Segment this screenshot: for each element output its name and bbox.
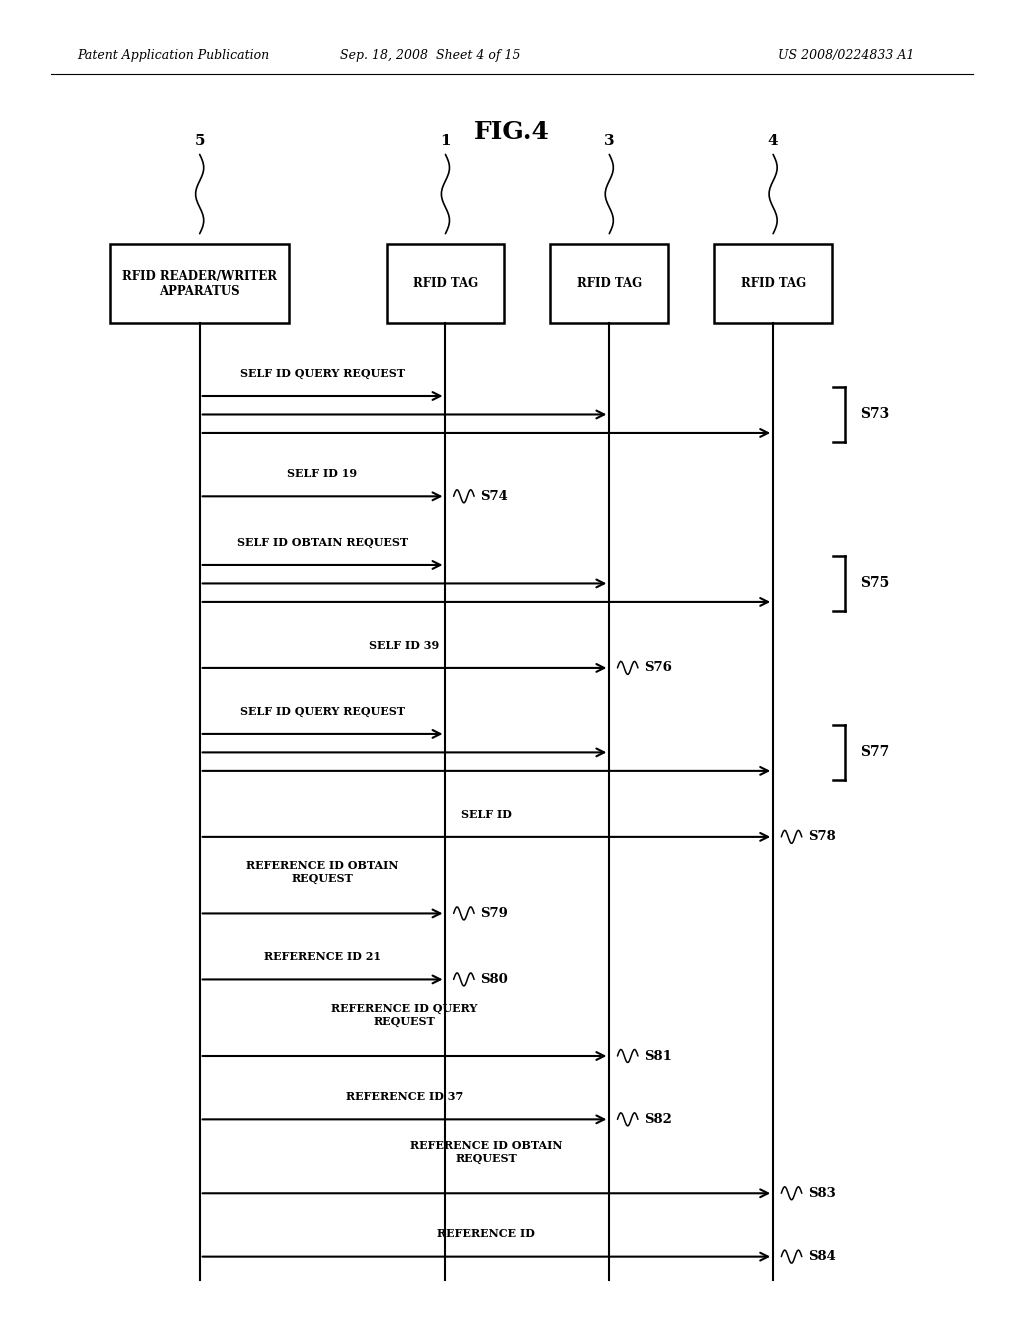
- Text: 4: 4: [768, 133, 778, 148]
- FancyBboxPatch shape: [551, 244, 668, 323]
- Text: RFID TAG: RFID TAG: [577, 277, 642, 290]
- Text: SELF ID 39: SELF ID 39: [370, 640, 439, 651]
- Text: SELF ID QUERY REQUEST: SELF ID QUERY REQUEST: [240, 368, 406, 379]
- Text: S79: S79: [480, 907, 508, 920]
- Text: S73: S73: [860, 408, 890, 421]
- Text: Patent Application Publication: Patent Application Publication: [77, 49, 269, 62]
- Text: SELF ID OBTAIN REQUEST: SELF ID OBTAIN REQUEST: [237, 537, 409, 548]
- Text: 5: 5: [195, 133, 205, 148]
- Text: S82: S82: [644, 1113, 672, 1126]
- Text: REFERENCE ID OBTAIN
REQUEST: REFERENCE ID OBTAIN REQUEST: [411, 1140, 562, 1164]
- Text: S78: S78: [808, 830, 836, 843]
- Text: REFERENCE ID 37: REFERENCE ID 37: [346, 1092, 463, 1102]
- Text: RFID TAG: RFID TAG: [413, 277, 478, 290]
- Text: Sep. 18, 2008  Sheet 4 of 15: Sep. 18, 2008 Sheet 4 of 15: [340, 49, 520, 62]
- Text: S84: S84: [808, 1250, 836, 1263]
- Text: REFERENCE ID 21: REFERENCE ID 21: [264, 952, 381, 962]
- Text: S77: S77: [860, 746, 890, 759]
- Text: S81: S81: [644, 1049, 672, 1063]
- Text: S74: S74: [480, 490, 508, 503]
- Text: SELF ID: SELF ID: [461, 809, 512, 820]
- Text: S80: S80: [480, 973, 508, 986]
- Text: REFERENCE ID QUERY
REQUEST: REFERENCE ID QUERY REQUEST: [332, 1003, 477, 1027]
- Text: S76: S76: [644, 661, 672, 675]
- Text: RFID READER/WRITER
APPARATUS: RFID READER/WRITER APPARATUS: [122, 269, 278, 298]
- Text: SELF ID 19: SELF ID 19: [288, 469, 357, 479]
- Text: 1: 1: [440, 133, 451, 148]
- Text: US 2008/0224833 A1: US 2008/0224833 A1: [778, 49, 914, 62]
- FancyBboxPatch shape: [111, 244, 289, 323]
- Text: 3: 3: [604, 133, 614, 148]
- Text: RFID TAG: RFID TAG: [740, 277, 806, 290]
- FancyBboxPatch shape: [387, 244, 504, 323]
- Text: FIG.4: FIG.4: [474, 120, 550, 144]
- Text: REFERENCE ID: REFERENCE ID: [437, 1229, 536, 1239]
- Text: S75: S75: [860, 577, 890, 590]
- Text: SELF ID QUERY REQUEST: SELF ID QUERY REQUEST: [240, 706, 406, 717]
- Text: REFERENCE ID OBTAIN
REQUEST: REFERENCE ID OBTAIN REQUEST: [247, 861, 398, 884]
- FancyBboxPatch shape: [715, 244, 831, 323]
- Text: S83: S83: [808, 1187, 836, 1200]
